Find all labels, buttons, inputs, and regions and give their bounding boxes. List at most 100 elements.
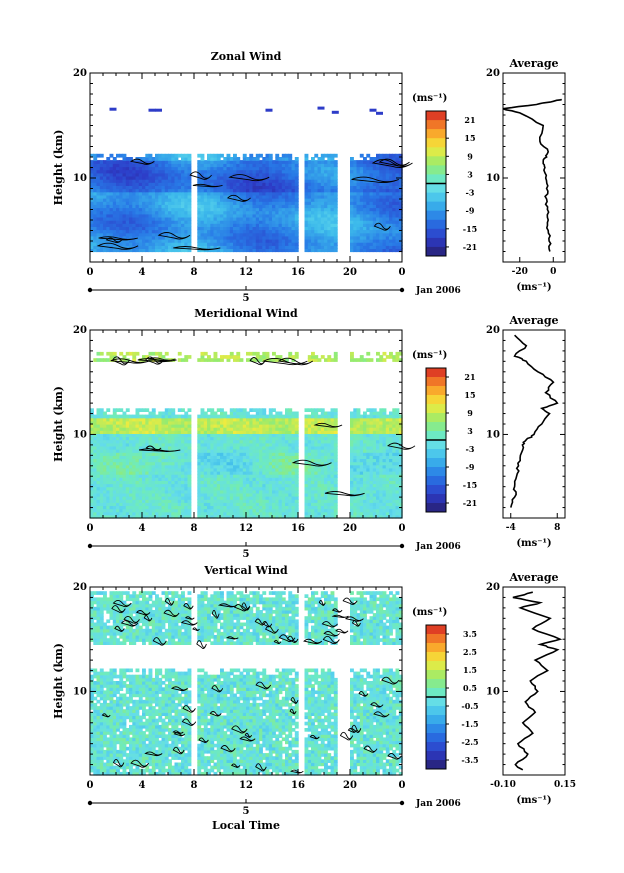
heatmap-cell xyxy=(103,213,107,218)
heatmap-cell xyxy=(99,486,104,491)
heatmap-cell xyxy=(203,445,208,450)
heatmap-cell xyxy=(281,458,286,463)
heatmap-cell xyxy=(372,508,377,513)
heatmap-cell xyxy=(389,153,393,158)
heatmap-cell xyxy=(359,229,364,234)
heatmap-cell xyxy=(249,245,254,249)
heatmap-cell xyxy=(395,505,400,510)
heatmap-cell xyxy=(148,486,153,491)
heatmap-cell xyxy=(96,458,101,463)
heatmap-cell xyxy=(307,474,312,478)
heatmap-cell xyxy=(161,442,166,447)
heatmap-cell xyxy=(395,220,400,224)
heatmap-cell xyxy=(200,449,205,453)
heatmap-cell xyxy=(207,486,211,491)
heatmap-cell xyxy=(259,452,263,456)
heatmap-cell xyxy=(311,157,315,161)
heatmap-cell xyxy=(268,489,273,494)
heatmap-cell xyxy=(236,489,241,494)
heatmap-cell xyxy=(158,248,163,253)
heatmap-cell xyxy=(294,223,299,227)
heatmap-cell xyxy=(203,169,208,174)
heatmap-cell xyxy=(262,245,267,249)
heatmap-cell xyxy=(109,198,114,202)
heatmap-cell xyxy=(288,245,293,249)
heatmap-cell xyxy=(307,483,312,488)
heatmap-cell xyxy=(392,235,397,240)
heatmap-cell xyxy=(197,455,202,459)
heatmap-cell xyxy=(103,452,107,456)
heatmap-cell xyxy=(382,449,387,453)
x-tick-label: 16 xyxy=(291,267,305,278)
heatmap-cell xyxy=(359,191,364,196)
heatmap-cell xyxy=(246,442,250,447)
heatmap-cell xyxy=(132,492,137,497)
heatmap-cell xyxy=(161,153,166,158)
heatmap-cell xyxy=(220,467,224,472)
heatmap-cell xyxy=(382,207,387,212)
heatmap-cell xyxy=(177,471,182,475)
heatmap-cell xyxy=(161,163,166,168)
heatmap-cell xyxy=(281,207,286,212)
heatmap-cell xyxy=(236,238,241,243)
heatmap-cell xyxy=(229,157,234,161)
heatmap-cell xyxy=(372,210,377,215)
heatmap-cell xyxy=(324,163,328,168)
heatmap-cell xyxy=(278,185,283,190)
heatmap-cell xyxy=(356,160,361,164)
heatmap-cell xyxy=(330,499,335,503)
heatmap-cell xyxy=(135,471,140,475)
heatmap-cell xyxy=(181,213,185,218)
heatmap-cell xyxy=(366,514,371,519)
heatmap-cell xyxy=(379,232,384,237)
contour-line xyxy=(351,176,399,183)
colorbar-tick-label: -15 xyxy=(463,224,477,234)
heatmap-cell xyxy=(99,220,104,224)
heatmap-cell xyxy=(359,455,364,459)
heatmap-cell xyxy=(281,229,286,234)
heatmap-cell xyxy=(226,461,231,466)
heatmap-cell xyxy=(366,198,371,202)
heatmap-cell xyxy=(106,480,111,485)
heatmap-cell xyxy=(359,458,364,463)
heatmap-cell xyxy=(272,204,276,209)
heatmap-cell xyxy=(356,502,361,506)
heatmap-cell xyxy=(294,204,299,209)
heatmap-cell xyxy=(233,477,237,481)
heatmap-cell xyxy=(265,449,270,453)
heatmap-cell xyxy=(372,471,377,475)
heatmap-cell xyxy=(320,160,325,164)
heatmap-cell xyxy=(203,198,208,202)
heatmap-cell xyxy=(90,194,94,199)
heatmap-cell xyxy=(148,160,153,164)
heatmap-cell xyxy=(125,172,130,177)
heatmap-cell xyxy=(304,486,309,491)
heatmap-cell xyxy=(356,483,361,488)
heatmap-cell xyxy=(285,226,289,231)
heatmap-cell xyxy=(291,514,296,519)
heatmap-cell xyxy=(242,458,247,463)
heatmap-cell xyxy=(281,204,286,209)
heatmap-cell xyxy=(350,194,354,199)
heatmap-cell xyxy=(168,245,172,249)
heatmap-cell xyxy=(138,210,143,215)
heatmap-cell xyxy=(366,185,371,190)
heatmap-cell xyxy=(363,461,367,466)
heatmap-cell xyxy=(93,458,98,463)
heatmap-cell xyxy=(369,223,374,227)
heatmap-cell xyxy=(376,464,380,469)
heatmap-cell xyxy=(275,175,280,180)
heatmap-cell xyxy=(90,172,94,177)
heatmap-cell xyxy=(148,179,153,183)
heatmap-cell xyxy=(93,511,98,516)
heatmap-cell xyxy=(372,452,377,456)
heatmap-cell xyxy=(132,232,137,237)
heatmap-cell xyxy=(265,160,270,164)
heatmap-cell xyxy=(255,474,260,478)
heatmap-cell xyxy=(376,166,380,171)
heatmap-cell xyxy=(350,480,354,485)
heatmap-cell xyxy=(168,480,172,485)
heatmap-cell xyxy=(317,496,322,500)
heatmap-cell xyxy=(353,191,358,196)
heatmap-cell xyxy=(327,223,332,227)
